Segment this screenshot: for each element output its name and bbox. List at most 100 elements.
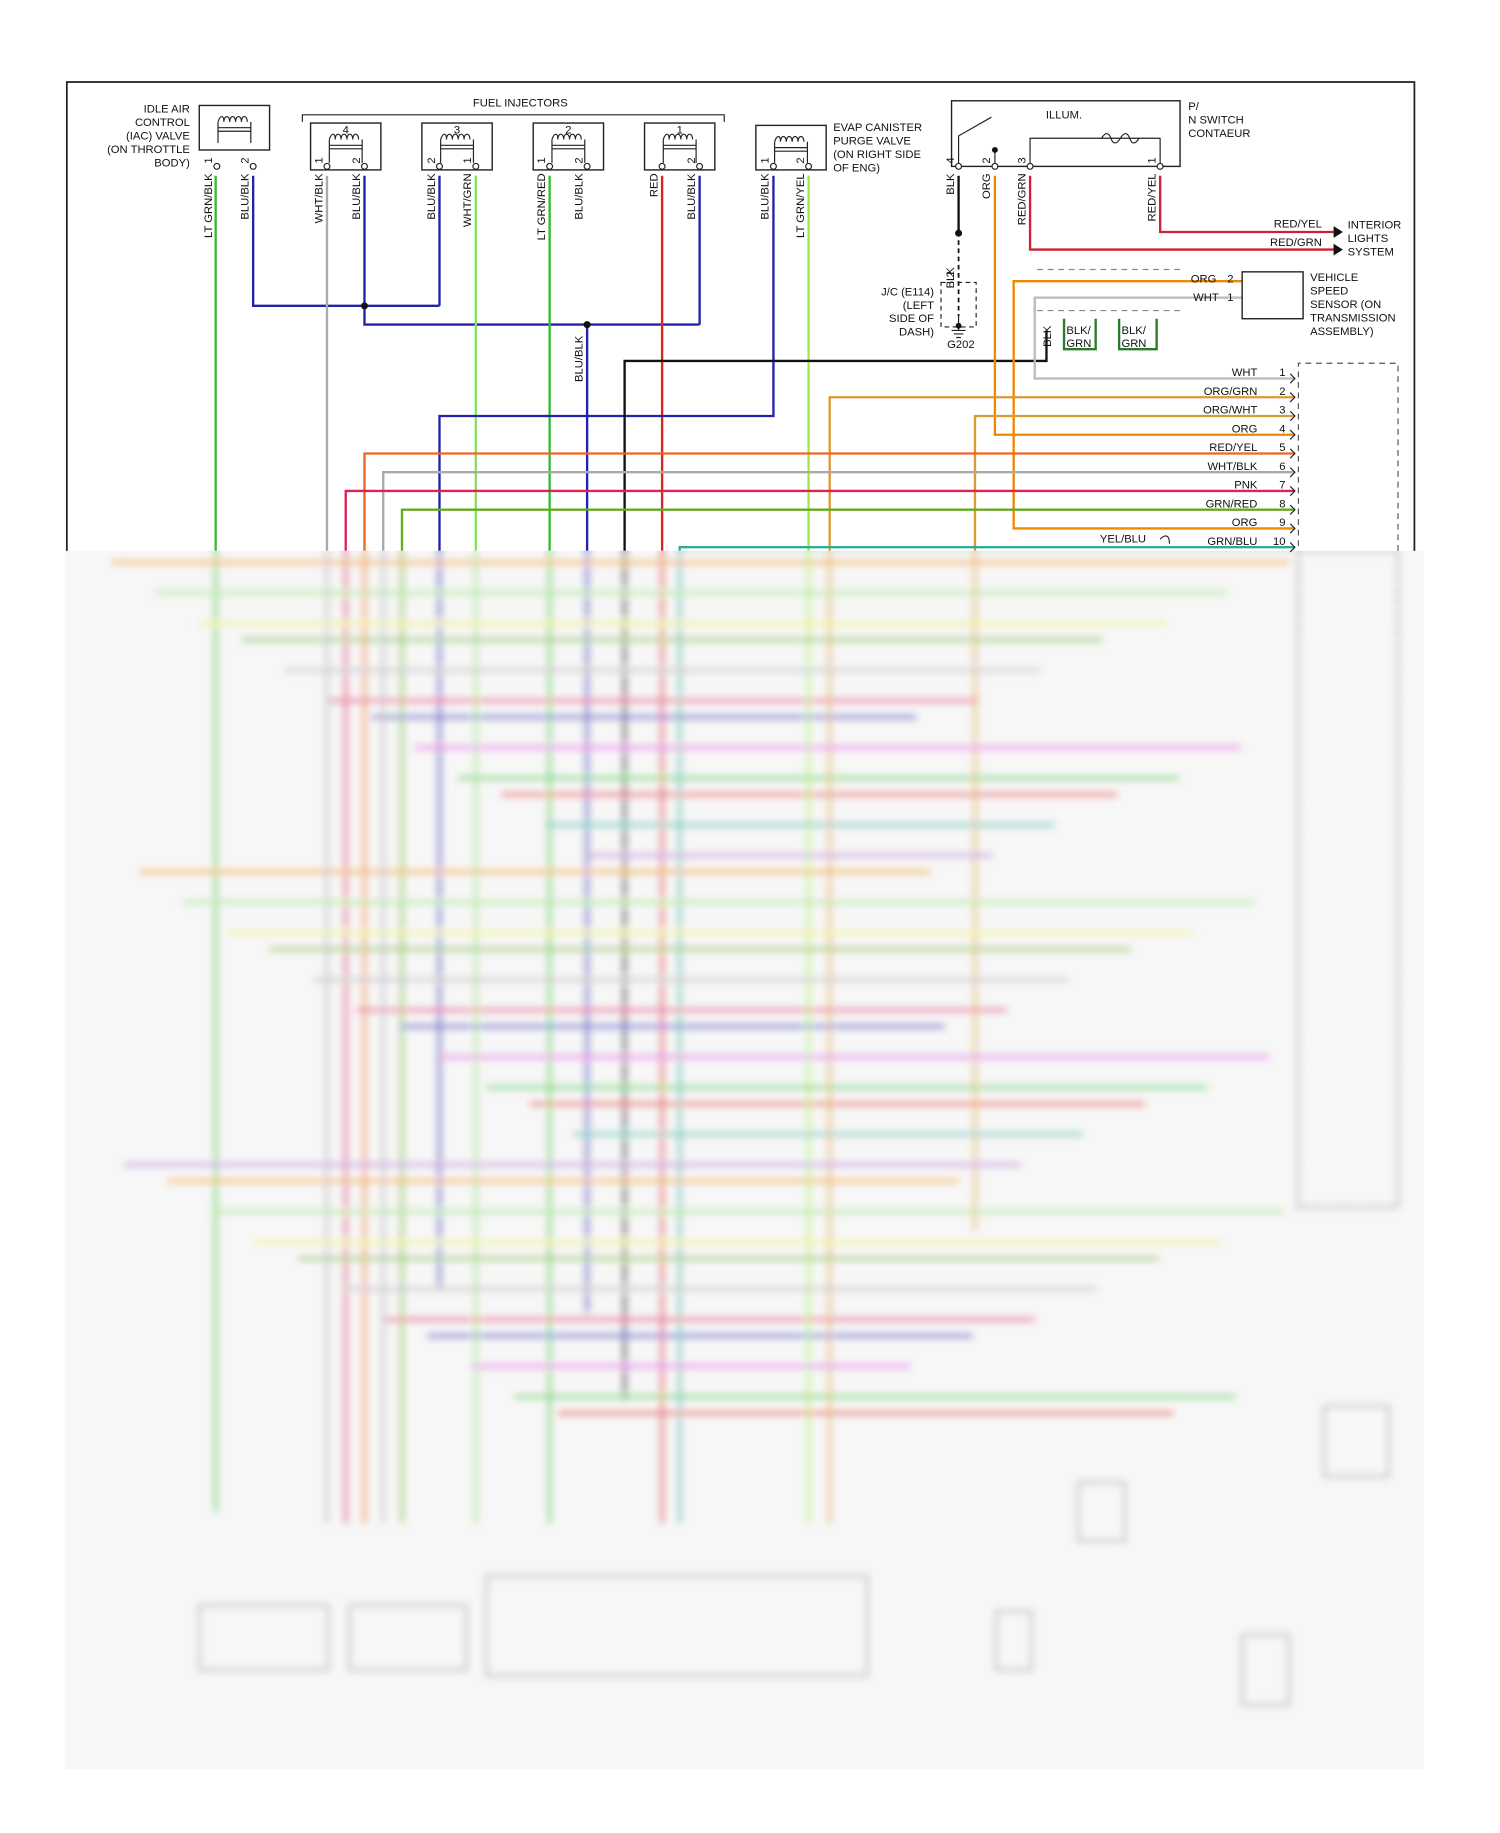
injector-number: 3 [454, 125, 460, 137]
pin-number: 2 [1279, 386, 1285, 398]
wire-label: WHT/BLK [313, 173, 325, 223]
wire-label: BLK [1042, 325, 1054, 347]
wire [828, 396, 1295, 551]
wire-blurred [343, 550, 348, 1524]
wire [1033, 296, 1295, 380]
wire [363, 452, 1295, 551]
pin-terminal [1289, 392, 1296, 403]
component-label: (ON THROTTLE [107, 144, 190, 156]
wire-label: RED/GRN [1270, 237, 1322, 249]
wire-label: RED/YEL [1274, 218, 1322, 230]
pin [249, 162, 257, 170]
coil-symbol [551, 133, 585, 150]
wire-label: ORG [1232, 517, 1258, 529]
pin-terminal [1289, 410, 1296, 422]
leads [662, 139, 697, 163]
blurred-component [1240, 1633, 1291, 1707]
component-label: SENSOR (ON [1310, 299, 1381, 311]
blurred-component [994, 1610, 1033, 1671]
terminal [1159, 535, 1171, 544]
component-label: OF ENG) [833, 163, 880, 175]
wire-label: RED/GRN [1016, 173, 1028, 225]
wire-label: BLU/BLK [686, 173, 698, 220]
component-label: INTERIOR [1348, 220, 1402, 232]
blurred-component [198, 1604, 330, 1671]
blurred-component [485, 1574, 869, 1677]
wire-label: YEL/BLU [1100, 534, 1146, 546]
wire-label: WHT [1193, 292, 1219, 304]
pin-number: 2 [981, 157, 993, 163]
component-label: VEHICLE [1310, 272, 1359, 284]
wire-label: BLK [945, 173, 957, 195]
splice [955, 322, 962, 329]
coil-symbol [217, 116, 251, 132]
component-label: (IAC) VALVE [126, 130, 190, 142]
pin-number: 1 [313, 157, 325, 163]
blurred-component [348, 1604, 468, 1671]
component-label: ASSEMBLY) [1310, 326, 1374, 338]
wire-label: BLU/BLK [351, 173, 363, 220]
component-label: J/C (E114) [881, 286, 934, 298]
component-label: N SWITCH [1188, 115, 1244, 127]
pin-number: 1 [462, 157, 474, 163]
pin-terminal [1289, 485, 1296, 497]
wire-label: WHT [1232, 367, 1258, 379]
wire-blurred [400, 550, 404, 1524]
wire [623, 330, 1048, 551]
blurred-area [64, 550, 1424, 1770]
wire-blurred [381, 550, 385, 1524]
component-box [643, 122, 716, 171]
wire-blurred [585, 550, 589, 1313]
pin-number: 9 [1279, 517, 1285, 529]
wire-label: WHT/GRN [462, 173, 474, 227]
wire-label: LT GRN/YEL [795, 173, 807, 238]
wire-label: BLK/ [1066, 325, 1091, 337]
coil-symbol [440, 133, 474, 150]
component-label: CONTAEUR [1188, 128, 1250, 140]
wire-label: BLK/ [1121, 325, 1146, 337]
wire-blurred [362, 550, 367, 1524]
pin [658, 162, 666, 170]
component-label: BODY) [154, 157, 190, 169]
pin-terminal [1289, 373, 1296, 384]
wire-label: BLK [945, 267, 957, 289]
component-box [950, 100, 1181, 168]
coil-symbol [662, 133, 697, 150]
bracket [301, 114, 725, 122]
pin-number: 2 [795, 157, 807, 163]
pin-number: 2 [945, 271, 957, 277]
blurred-pcm [1296, 550, 1400, 1209]
ground-label: G202 [947, 339, 974, 351]
wire-label: RED [648, 173, 660, 197]
pin-number: 4 [945, 157, 957, 163]
injector-number: 4 [343, 125, 349, 137]
wire-label: ORG [981, 173, 993, 199]
pin [213, 162, 221, 170]
group-title: FUEL INJECTORS [473, 98, 568, 110]
wire-label: ORG [1191, 273, 1217, 285]
shield-drain [1062, 318, 1158, 351]
pin-number: 2 [1227, 273, 1233, 285]
wire-label: RED/YEL [1146, 173, 1158, 221]
coil-symbol [774, 135, 808, 152]
wire [973, 414, 1295, 551]
pin-number: 2 [686, 157, 698, 163]
shield [1037, 268, 1184, 312]
pin [769, 162, 777, 170]
pin-terminal [1289, 429, 1296, 440]
wire-label: RED/YEL [1209, 442, 1257, 454]
wire-label: GRN [1121, 338, 1146, 350]
wire-label: ORG/GRN [1204, 386, 1258, 398]
wire-label: BLU/BLK [760, 173, 772, 220]
pin-number: 3 [1279, 405, 1285, 417]
pin-number: 3 [1016, 157, 1028, 163]
component-label: IDLE AIR [144, 103, 190, 115]
wire [438, 175, 775, 551]
splice [955, 229, 963, 237]
junction-box [940, 281, 977, 328]
switch-symbol [957, 116, 1161, 167]
wire-label: BLU/BLK [573, 173, 585, 220]
pin-number: 1 [1279, 367, 1285, 379]
pin-number: 4 [1279, 423, 1285, 435]
